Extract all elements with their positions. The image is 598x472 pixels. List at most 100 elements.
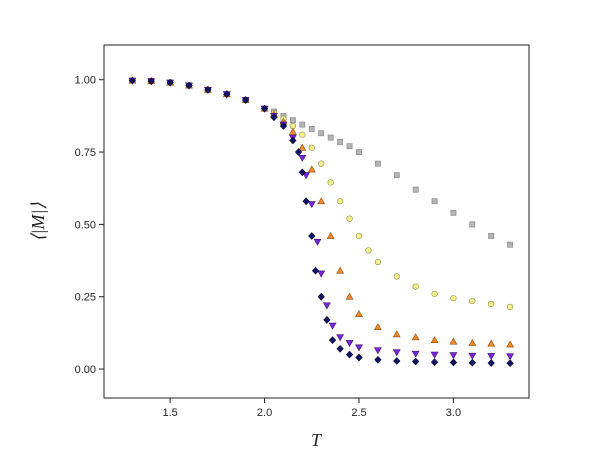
data-point-diamond bbox=[430, 358, 439, 366]
data-point-diamond bbox=[302, 197, 310, 206]
data-point-diamond bbox=[166, 78, 174, 87]
data-point-triangle-down bbox=[487, 353, 496, 361]
data-point-triangle-down bbox=[411, 350, 420, 358]
data-point-diamond bbox=[260, 104, 269, 113]
data-point-diamond bbox=[279, 122, 288, 130]
data-point-triangle-down bbox=[302, 172, 311, 180]
data-point-circle bbox=[431, 290, 438, 297]
data-point-square bbox=[469, 221, 476, 228]
data-point-square bbox=[412, 186, 419, 193]
data-point-triangle-down bbox=[317, 270, 326, 278]
data-point-circle bbox=[469, 297, 476, 305]
data-point-triangle-up bbox=[307, 165, 316, 173]
data-point-triangle-down bbox=[373, 347, 382, 355]
data-point-triangle-up bbox=[392, 330, 401, 338]
data-point-diamond bbox=[374, 355, 382, 364]
x-tick-label: 1.5 bbox=[162, 407, 177, 419]
data-point-diamond bbox=[204, 86, 212, 94]
data-point-diamond bbox=[311, 266, 320, 275]
data-point-triangle-down bbox=[313, 238, 322, 246]
data-point-diamond bbox=[328, 336, 337, 344]
data-point-circle bbox=[337, 198, 344, 205]
data-point-square bbox=[488, 233, 495, 239]
y-tick-label: 0.50 bbox=[75, 219, 96, 231]
data-point-triangle-down bbox=[392, 349, 401, 357]
plot-frame bbox=[103, 44, 530, 399]
data-point-square bbox=[374, 160, 381, 167]
data-point-triangle-down bbox=[345, 340, 354, 348]
data-point-diamond bbox=[336, 344, 344, 353]
data-point-triangle-up bbox=[487, 339, 496, 347]
data-point-square bbox=[346, 143, 353, 150]
data-point-diamond bbox=[412, 357, 420, 366]
data-point-diamond bbox=[298, 168, 306, 177]
data-point-diamond bbox=[242, 96, 250, 104]
data-point-diamond bbox=[393, 357, 401, 365]
data-point-diamond bbox=[308, 232, 316, 240]
data-point-circle bbox=[318, 160, 325, 167]
data-point-triangle-up bbox=[468, 339, 477, 346]
data-point-triangle-up bbox=[288, 127, 297, 135]
data-point-square bbox=[308, 126, 315, 132]
data-point-diamond bbox=[468, 358, 476, 367]
data-point-square bbox=[327, 134, 334, 141]
data-point-square bbox=[431, 198, 438, 205]
data-point-diamond bbox=[185, 81, 193, 90]
x-tick-label: 3.0 bbox=[446, 407, 461, 419]
data-point-triangle-up bbox=[317, 197, 326, 205]
data-point-diamond bbox=[289, 136, 297, 145]
data-point-square bbox=[299, 121, 306, 128]
y-axis: 0.00 0.25 0.50 0.75 1.00 bbox=[75, 75, 104, 376]
data-point-square bbox=[393, 172, 400, 179]
data-points bbox=[128, 76, 515, 368]
y-tick-label: 0.00 bbox=[75, 364, 96, 376]
data-point-square bbox=[289, 117, 296, 124]
data-point-circle bbox=[393, 273, 400, 280]
data-point-triangle-down bbox=[468, 352, 477, 360]
data-point-diamond bbox=[449, 358, 458, 367]
data-point-triangle-up bbox=[355, 310, 363, 317]
data-point-diamond bbox=[323, 316, 331, 324]
data-point-circle bbox=[374, 258, 381, 266]
data-point-diamond bbox=[506, 359, 514, 368]
data-point-triangle-up bbox=[449, 337, 458, 345]
data-point-circle bbox=[299, 131, 306, 138]
data-point-triangle-up bbox=[373, 323, 382, 331]
data-point-diamond bbox=[317, 292, 325, 301]
y-tick-label: 0.75 bbox=[75, 147, 96, 159]
data-point-triangle-down bbox=[430, 351, 439, 359]
data-point-diamond bbox=[147, 77, 155, 86]
data-point-diamond bbox=[487, 359, 495, 367]
data-point-diamond bbox=[270, 113, 278, 122]
y-tick-label: 1.00 bbox=[75, 75, 96, 87]
data-point-circle bbox=[327, 179, 334, 186]
data-point-triangle-down bbox=[307, 201, 316, 209]
data-point-square bbox=[337, 139, 344, 145]
data-point-triangle-up bbox=[298, 143, 307, 151]
data-point-triangle-down bbox=[449, 352, 458, 360]
data-point-triangle-up bbox=[430, 336, 439, 344]
data-point-circle bbox=[507, 303, 514, 310]
data-point-triangle-up bbox=[411, 333, 420, 341]
data-point-circle bbox=[450, 295, 457, 302]
data-point-circle bbox=[308, 144, 315, 151]
y-axis-label: ⟨|M|⟩ bbox=[28, 203, 48, 242]
data-point-circle bbox=[346, 215, 353, 222]
data-point-square bbox=[318, 130, 325, 137]
data-point-triangle-down bbox=[328, 322, 337, 330]
data-point-square bbox=[356, 149, 362, 155]
data-point-triangle-down bbox=[336, 334, 345, 342]
data-point-square bbox=[507, 241, 514, 248]
data-point-diamond bbox=[355, 353, 363, 362]
data-point-circle bbox=[355, 232, 363, 240]
data-point-circle bbox=[365, 247, 372, 254]
data-point-diamond bbox=[223, 90, 231, 99]
x-axis-label: T bbox=[311, 430, 323, 450]
data-point-triangle-up bbox=[506, 340, 515, 348]
data-point-diamond bbox=[294, 148, 303, 156]
data-point-triangle-down bbox=[298, 154, 307, 162]
data-point-triangle-up bbox=[336, 266, 345, 274]
x-tick-label: 2.0 bbox=[257, 407, 272, 419]
data-point-triangle-up bbox=[345, 292, 354, 300]
data-point-triangle-down bbox=[322, 302, 331, 310]
